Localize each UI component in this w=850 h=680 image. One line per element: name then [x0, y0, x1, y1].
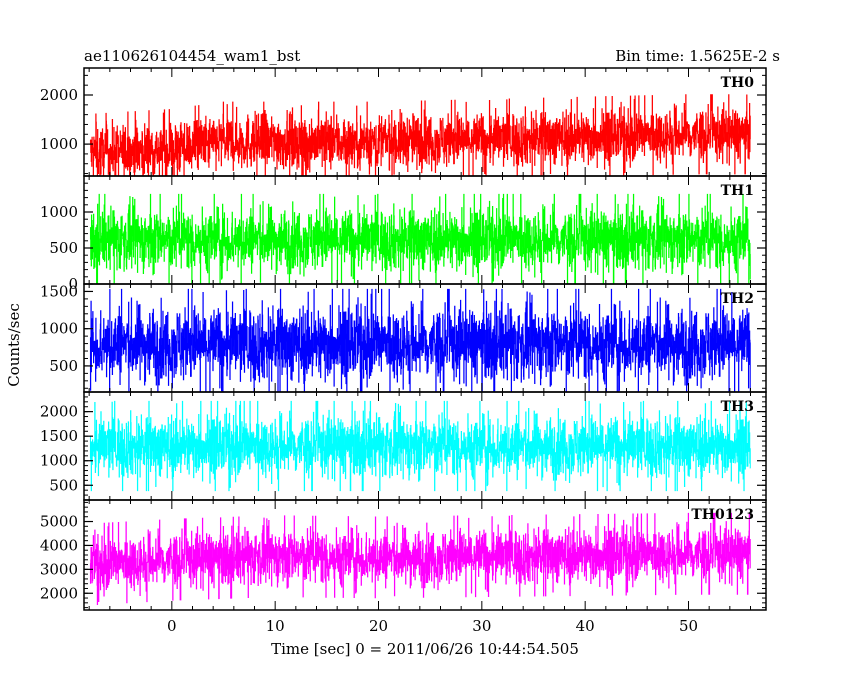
x-tick-label: 40	[576, 617, 595, 635]
lightcurve-th1	[89, 193, 751, 284]
y-tick-label: 2000	[40, 86, 78, 104]
y-tick-label: 1000	[40, 320, 78, 338]
y-tick-label: 500	[49, 357, 78, 375]
chart-title-right: Bin time: 1.5625E-2 s	[615, 47, 780, 65]
y-axis-label: Counts/sec	[5, 303, 23, 387]
x-tick-label: 50	[679, 617, 698, 635]
y-tick-label: 2000	[40, 584, 78, 602]
lightcurve-th0	[89, 94, 751, 176]
y-tick-label: 3000	[40, 560, 78, 578]
y-tick-label: 1500	[40, 427, 78, 445]
x-tick-label: 0	[167, 617, 177, 635]
y-tick-label: 1500	[40, 282, 78, 300]
y-tick-label: 0	[68, 275, 78, 293]
y-tick-label: 1000	[40, 452, 78, 470]
y-tick-label: 1000	[40, 203, 78, 221]
y-tick-label: 2000	[40, 403, 78, 421]
x-axis-label: Time [sec] 0 = 2011/06/26 10:44:54.505	[271, 640, 579, 658]
panel-th1: 0 500 1000 TH1	[40, 175, 767, 293]
y-tick-label: 4000	[40, 536, 78, 554]
y-tick-label: 500	[49, 239, 78, 257]
panel-th2: 500 1000 1500 TH2	[40, 282, 767, 393]
panels-group: 1000 2000 TH0 0 500 1000 TH1 500 1000 1500 TH2 500 1…	[40, 67, 767, 611]
panel-label: TH2	[721, 291, 754, 307]
y-tick-label: 5000	[40, 513, 78, 531]
panel-th3: 500 1000 1500 2000 TH3	[40, 391, 767, 501]
lightcurve-th0123	[89, 512, 751, 606]
lightcurve-th2	[89, 288, 751, 392]
y-tick-label: 1000	[40, 135, 78, 153]
y-tick-label: 500	[49, 476, 78, 494]
x-tick-label: 20	[369, 617, 388, 635]
panel-th0123: 2000 3000 4000 5000 TH0123	[40, 499, 767, 611]
panel-label: TH1	[721, 183, 754, 199]
panel-label: TH3	[721, 399, 754, 415]
x-tick-label: 10	[266, 617, 285, 635]
x-axis: 0 10 20 30 40 50	[167, 617, 698, 635]
chart-title-left: ae110626104454_wam1_bst	[84, 47, 300, 65]
panel-label: TH0	[721, 75, 755, 91]
lightcurve-th3	[89, 400, 751, 492]
panel-label: TH0123	[691, 507, 754, 523]
x-tick-label: 30	[472, 617, 491, 635]
